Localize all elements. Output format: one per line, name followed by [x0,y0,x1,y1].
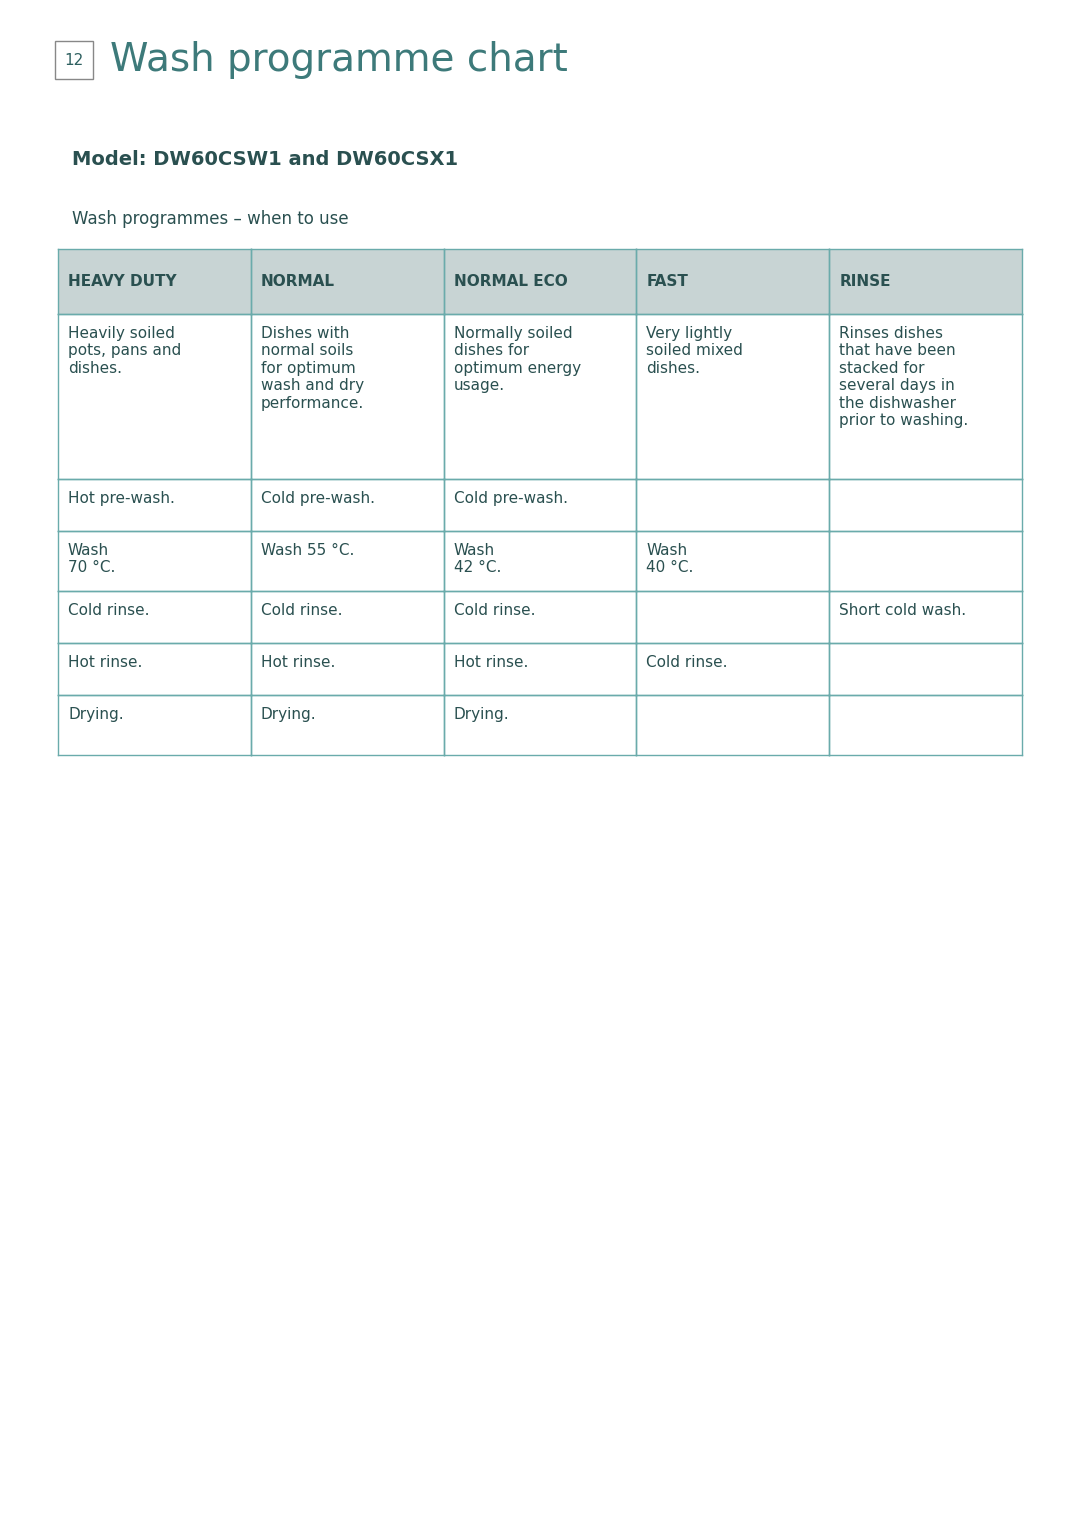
Bar [829,478,1022,531]
Text: Heavily soiled
pots, pans and
dishes.: Heavily soiled pots, pans and dishes. [68,326,181,375]
Text: Cold rinse.: Cold rinse. [260,603,342,618]
Text: Cold pre-wash.: Cold pre-wash. [260,491,375,506]
Bar [251,695,444,755]
Text: FAST: FAST [647,274,688,289]
Bar [829,313,1022,478]
Bar [251,643,444,695]
Text: Drying.: Drying. [454,707,510,722]
Text: Short cold wash.: Short cold wash. [839,603,967,618]
Text: Dishes with
normal soils
for optimum
wash and dry
performance.: Dishes with normal soils for optimum was… [260,326,364,410]
Text: RINSE: RINSE [839,274,891,289]
Text: HEAVY DUTY: HEAVY DUTY [68,274,177,289]
Text: Model: DW60CSW1 and DW60CSX1: Model: DW60CSW1 and DW60CSX1 [72,150,458,168]
Text: Very lightly
soiled mixed
dishes.: Very lightly soiled mixed dishes. [647,326,743,375]
Bar [444,313,636,478]
Bar [829,590,1022,643]
Bar [636,478,829,531]
Bar [444,643,636,695]
Bar [58,531,251,590]
FancyBboxPatch shape [55,41,93,79]
Text: Cold rinse.: Cold rinse. [68,603,149,618]
Bar [251,478,444,531]
Text: Wash 55 °C.: Wash 55 °C. [260,544,354,559]
Bar [444,695,636,755]
Text: Cold rinse.: Cold rinse. [647,656,728,671]
Text: Hot rinse.: Hot rinse. [68,656,143,671]
Bar [444,590,636,643]
Text: Wash programme chart: Wash programme chart [110,41,568,79]
Bar [251,313,444,478]
Bar [829,531,1022,590]
Bar [58,590,251,643]
Bar [636,313,829,478]
Bar [829,643,1022,695]
Text: Cold rinse.: Cold rinse. [454,603,535,618]
Text: Wash
40 °C.: Wash 40 °C. [647,544,693,575]
Text: Wash
70 °C.: Wash 70 °C. [68,544,116,575]
Bar [251,248,444,313]
Text: NORMAL: NORMAL [260,274,335,289]
Text: Normally soiled
dishes for
optimum energy
usage.: Normally soiled dishes for optimum energ… [454,326,581,394]
Bar [58,478,251,531]
Bar [251,590,444,643]
Text: Wash
42 °C.: Wash 42 °C. [454,544,501,575]
Bar [444,478,636,531]
Text: Drying.: Drying. [260,707,316,722]
Text: Hot rinse.: Hot rinse. [260,656,335,671]
Text: Wash programmes – when to use: Wash programmes – when to use [72,210,349,229]
Bar [58,695,251,755]
Text: Drying.: Drying. [68,707,123,722]
Bar [829,248,1022,313]
Bar [251,531,444,590]
Text: Cold pre-wash.: Cold pre-wash. [454,491,568,506]
Bar [444,531,636,590]
Bar [829,695,1022,755]
Text: Rinses dishes
that have been
stacked for
several days in
the dishwasher
prior to: Rinses dishes that have been stacked for… [839,326,969,428]
Text: Hot pre-wash.: Hot pre-wash. [68,491,175,506]
Bar [444,248,636,313]
Bar [636,643,829,695]
Text: 12: 12 [65,53,83,68]
Bar [58,313,251,478]
Bar [636,695,829,755]
Text: NORMAL ECO: NORMAL ECO [454,274,567,289]
Bar [636,248,829,313]
Bar [636,531,829,590]
Bar [58,643,251,695]
Bar [636,590,829,643]
Text: Hot rinse.: Hot rinse. [454,656,528,671]
Bar [58,248,251,313]
